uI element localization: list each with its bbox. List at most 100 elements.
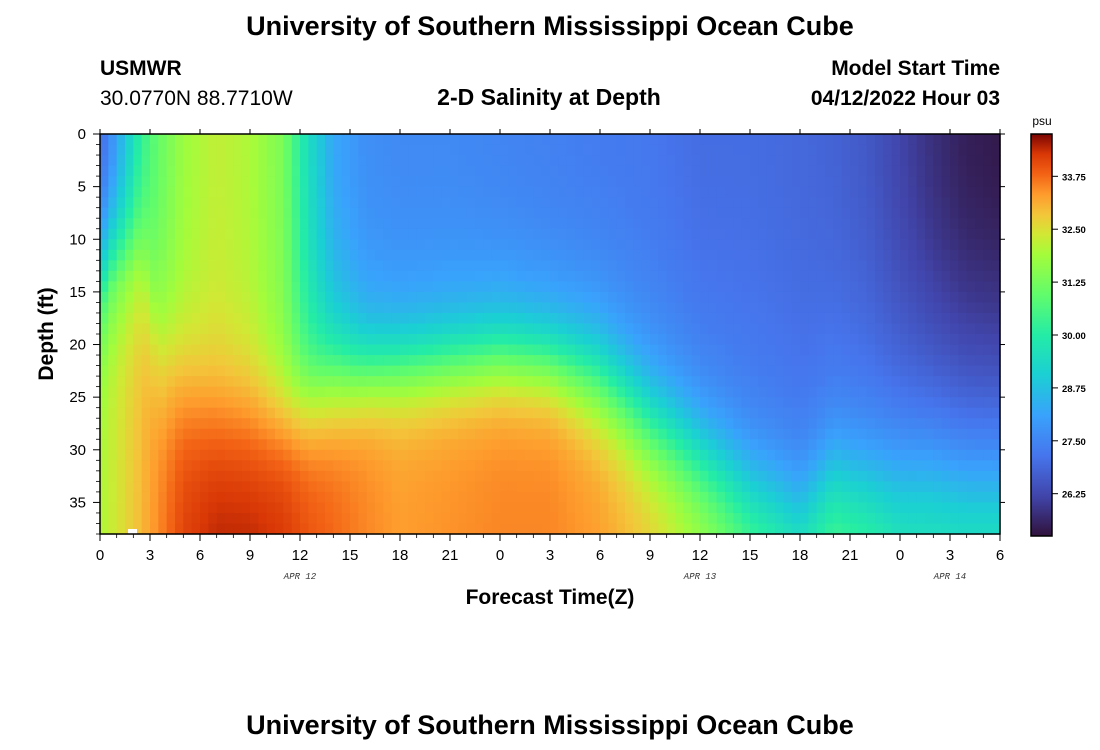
heatmap-cell (333, 512, 343, 525)
heatmap-cell (150, 134, 159, 146)
heatmap-cell (375, 428, 384, 440)
heatmap-cell (583, 365, 593, 377)
heatmap-cell (641, 523, 651, 535)
heatmap-cell (441, 397, 451, 409)
heatmap-cell (750, 365, 759, 377)
heatmap-cell (858, 228, 868, 240)
heatmap-cell (950, 491, 959, 504)
heatmap-cell (300, 323, 309, 335)
heatmap-cell (366, 291, 376, 304)
heatmap-cell (700, 270, 709, 282)
heatmap-cell (258, 491, 268, 504)
heatmap-cell (516, 249, 526, 261)
heatmap-cell (583, 207, 593, 219)
heatmap-cell (350, 460, 359, 472)
heatmap-cell (875, 386, 884, 398)
heatmap-cell (758, 407, 768, 419)
heatmap-cell (966, 249, 976, 261)
heatmap-cell (333, 302, 343, 314)
heatmap-cell (316, 344, 326, 356)
heatmap-cell (158, 176, 168, 188)
heatmap-cell (175, 376, 184, 388)
heatmap-cell (316, 481, 326, 493)
heatmap-cell (225, 523, 234, 535)
heatmap-cell (791, 470, 801, 482)
heatmap-cell (241, 449, 251, 461)
heatmap-cell (350, 260, 359, 272)
x-date-label: APR 12 (283, 572, 317, 582)
heatmap-cell (558, 186, 568, 198)
heatmap-cell (775, 397, 784, 409)
heatmap-cell (925, 407, 934, 419)
heatmap-cell (791, 207, 801, 219)
heatmap-cell (975, 249, 984, 261)
heatmap-cell (366, 312, 376, 325)
heatmap-cell (558, 428, 568, 440)
heatmap-cell (550, 344, 559, 356)
heatmap-cell (616, 439, 626, 451)
heatmap-cell (341, 449, 351, 461)
heatmap-cell (341, 134, 351, 146)
heatmap-cell (925, 418, 934, 430)
heatmap-cell (933, 428, 943, 440)
heatmap-cell (266, 176, 276, 188)
heatmap-cell (758, 249, 768, 261)
heatmap-cell (375, 449, 384, 461)
heatmap-cell (325, 260, 334, 272)
heatmap-cell (183, 186, 193, 198)
heatmap-cell (891, 449, 901, 461)
heatmap-cell (125, 228, 134, 240)
heatmap-cell (883, 260, 893, 272)
heatmap-cell (233, 397, 243, 409)
heatmap-cell (583, 270, 593, 282)
heatmap-cell (550, 428, 559, 440)
heatmap-cell (133, 407, 143, 419)
heatmap-cell (266, 344, 276, 356)
heatmap-cell (541, 155, 551, 167)
heatmap-cell (400, 481, 409, 493)
heatmap-cell (175, 134, 184, 146)
heatmap-cell (858, 512, 868, 525)
heatmap-cell (633, 144, 643, 156)
heatmap-cell (516, 418, 526, 430)
heatmap-cell (650, 523, 659, 535)
heatmap-cell (441, 523, 451, 535)
heatmap-cell (808, 323, 818, 335)
heatmap-cell (591, 481, 601, 493)
heatmap-cell (100, 365, 109, 377)
heatmap-cell (558, 291, 568, 304)
heatmap-cell (725, 407, 734, 419)
heatmap-cell (266, 502, 276, 514)
heatmap-cell (166, 281, 176, 293)
heatmap-cell (741, 165, 751, 177)
heatmap-cell (658, 365, 668, 377)
heatmap-cell (225, 270, 234, 282)
heatmap-cell (225, 439, 234, 451)
heatmap-cell (783, 491, 793, 504)
heatmap-cell (366, 260, 376, 272)
heatmap-cell (108, 155, 118, 167)
heatmap-cell (333, 281, 343, 293)
heatmap-cell (500, 365, 509, 377)
heatmap-cell (300, 344, 309, 356)
heatmap-cell (533, 418, 543, 430)
heatmap-cell (991, 418, 1001, 430)
heatmap-cell (941, 134, 951, 146)
heatmap-cell (175, 281, 184, 293)
heatmap-cell (383, 281, 393, 293)
heatmap-cell (900, 355, 909, 367)
heatmap-cell (716, 397, 726, 409)
heatmap-cell (366, 460, 376, 472)
heatmap-cell (241, 386, 251, 398)
heatmap-cell (358, 134, 368, 146)
heatmap-cell (258, 155, 268, 167)
heatmap-cell (908, 365, 918, 377)
heatmap-cell (858, 407, 868, 419)
heatmap-cell (275, 449, 284, 461)
heatmap-cell (408, 334, 418, 346)
heatmap-cell (100, 218, 109, 230)
heatmap-cell (133, 386, 143, 398)
heatmap-cell (958, 144, 968, 156)
heatmap-cell (933, 491, 943, 504)
heatmap-cell (875, 302, 884, 314)
